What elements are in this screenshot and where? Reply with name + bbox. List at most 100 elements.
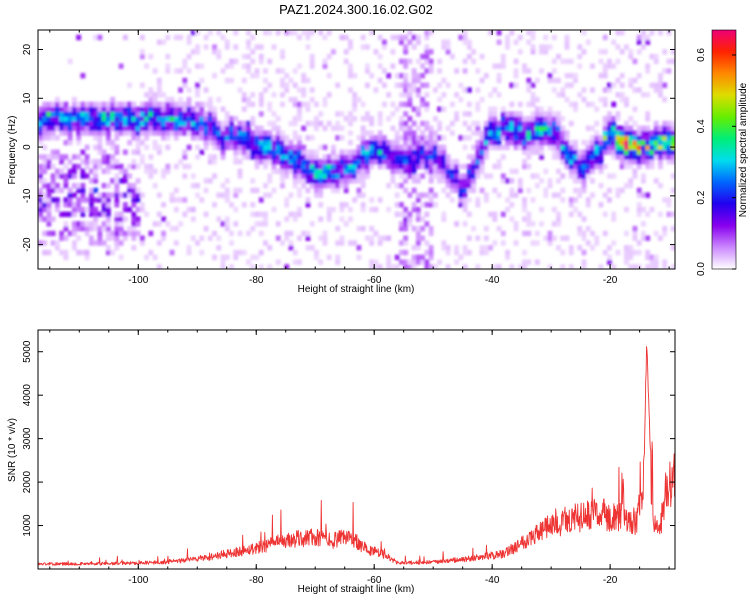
spectrogram-cell: [76, 154, 82, 160]
spectrogram-cell: [424, 163, 430, 170]
spectrogram-cell: [466, 197, 472, 203]
spectrogram-cell: [670, 173, 675, 179]
spectrogram-cell: [551, 154, 557, 160]
spectrogram-cell: [403, 82, 409, 88]
spectrogram-cell: [288, 240, 294, 246]
spectrogram-cell: [292, 163, 298, 170]
spectrogram-cell: [348, 39, 353, 45]
spectrogram-cell: [84, 130, 90, 136]
spectrogram-cell: [199, 116, 205, 122]
spectrogram-cell: [42, 240, 48, 246]
spectrogram-cell: [280, 154, 285, 160]
spectrogram-cell: [522, 68, 527, 74]
spectrogram-cell: [173, 187, 179, 194]
spectrogram-cell: [237, 159, 243, 165]
spectrogram-cell: [93, 116, 99, 122]
spectrogram-cell: [63, 178, 69, 184]
spectrogram-cell: [373, 259, 379, 265]
spectrogram-cell: [611, 82, 617, 88]
spectrogram-cell: [127, 163, 133, 170]
spectrogram-cell: [496, 77, 502, 84]
spectrogram-cell: [246, 30, 251, 36]
spectrogram-cell: [88, 168, 94, 174]
spectrogram-cell: [415, 39, 421, 45]
spectrogram-cell: [551, 77, 557, 84]
spectrogram-cell: [38, 206, 43, 213]
spectrogram-cell: [161, 120, 166, 127]
spectrogram-cell: [148, 53, 154, 60]
spectrogram-cell: [403, 159, 409, 165]
spectrogram-cell: [297, 173, 302, 179]
spectrogram-cell: [653, 130, 659, 136]
spectrogram-cell: [131, 163, 137, 170]
spectrogram-cell: [369, 163, 375, 170]
spectrogram-cell: [607, 259, 612, 265]
spectrogram-cell: [649, 149, 655, 155]
spectrogram-cell: [403, 211, 409, 218]
spectrogram-cell: [449, 178, 455, 184]
spectrogram-cell: [424, 249, 430, 256]
spectrogram-cell: [267, 30, 273, 36]
spectrogram-cell: [292, 149, 298, 155]
spectrogram-cell: [186, 130, 192, 136]
spectrogram-cell: [80, 111, 86, 117]
spectrogram-cell: [415, 58, 421, 65]
spectrogram-cell: [415, 259, 421, 265]
spectrogram-cell: [492, 125, 498, 131]
spectrogram-cell: [377, 130, 383, 136]
spectrogram-cell: [526, 149, 532, 155]
spectrogram-cell: [666, 149, 672, 155]
spectrogram-cell: [118, 178, 124, 184]
spectrogram-cell: [284, 135, 290, 141]
spectrogram-cell: [216, 245, 222, 251]
spectrogram-cell: [411, 87, 417, 93]
spectrogram-cell: [624, 245, 629, 251]
spectrogram-cell: [169, 120, 175, 127]
spectrogram-cell: [496, 92, 502, 98]
spectrogram-cell: [46, 187, 52, 194]
spectrogram-cell: [169, 106, 175, 112]
spectrogram-cell: [207, 135, 213, 141]
spectrogram-cell: [420, 216, 426, 222]
spectrogram-cell: [110, 159, 116, 165]
spectrogram-cell: [628, 182, 634, 189]
spectrogram-cell: [127, 225, 133, 232]
spectrogram-cell: [88, 192, 94, 198]
spectrogram-cell: [131, 111, 137, 117]
spectrogram-cell: [212, 120, 217, 127]
spectrogram-cell: [411, 187, 417, 194]
spectrogram-cell: [526, 130, 532, 136]
spectrogram-cell: [611, 130, 617, 136]
spectrogram-cell: [564, 149, 570, 155]
spectrogram-cell: [607, 197, 612, 203]
spectrogram-cell: [492, 264, 498, 269]
spectrogram-cell: [432, 87, 438, 93]
spectrogram-cell: [258, 249, 264, 256]
spectrogram-cell: [190, 216, 196, 222]
spectrogram-cell: [670, 58, 675, 65]
spectrogram-cell: [645, 92, 651, 98]
spectrogram-cell: [199, 197, 205, 203]
spectrogram-cell: [547, 120, 553, 127]
spectrogram-cell: [577, 192, 583, 198]
spectrogram-cell: [67, 230, 73, 237]
spectrogram-cell: [220, 192, 226, 198]
spectrogram-cell: [449, 130, 455, 136]
spectrogram-cell: [398, 34, 404, 41]
spectrogram-cell: [105, 139, 111, 146]
spectrogram-cell: [428, 68, 434, 74]
spectrogram-cell: [309, 53, 315, 60]
spectrogram-cell: [220, 125, 226, 131]
spectrogram-cell: [407, 125, 413, 131]
spectrogram-cell: [458, 197, 464, 203]
spectrogram-cell: [517, 101, 523, 108]
spectrogram-cell: [607, 87, 612, 93]
spectrogram-cell: [505, 34, 510, 41]
spectrogram-cell: [662, 197, 668, 203]
spectrogram-cell: [666, 197, 672, 203]
spectrogram-cell: [670, 264, 675, 269]
spectrogram-cell: [118, 163, 124, 170]
spectrogram-cell: [207, 235, 213, 241]
spectrogram-cell: [322, 63, 328, 69]
spectrogram-cell: [483, 120, 489, 127]
